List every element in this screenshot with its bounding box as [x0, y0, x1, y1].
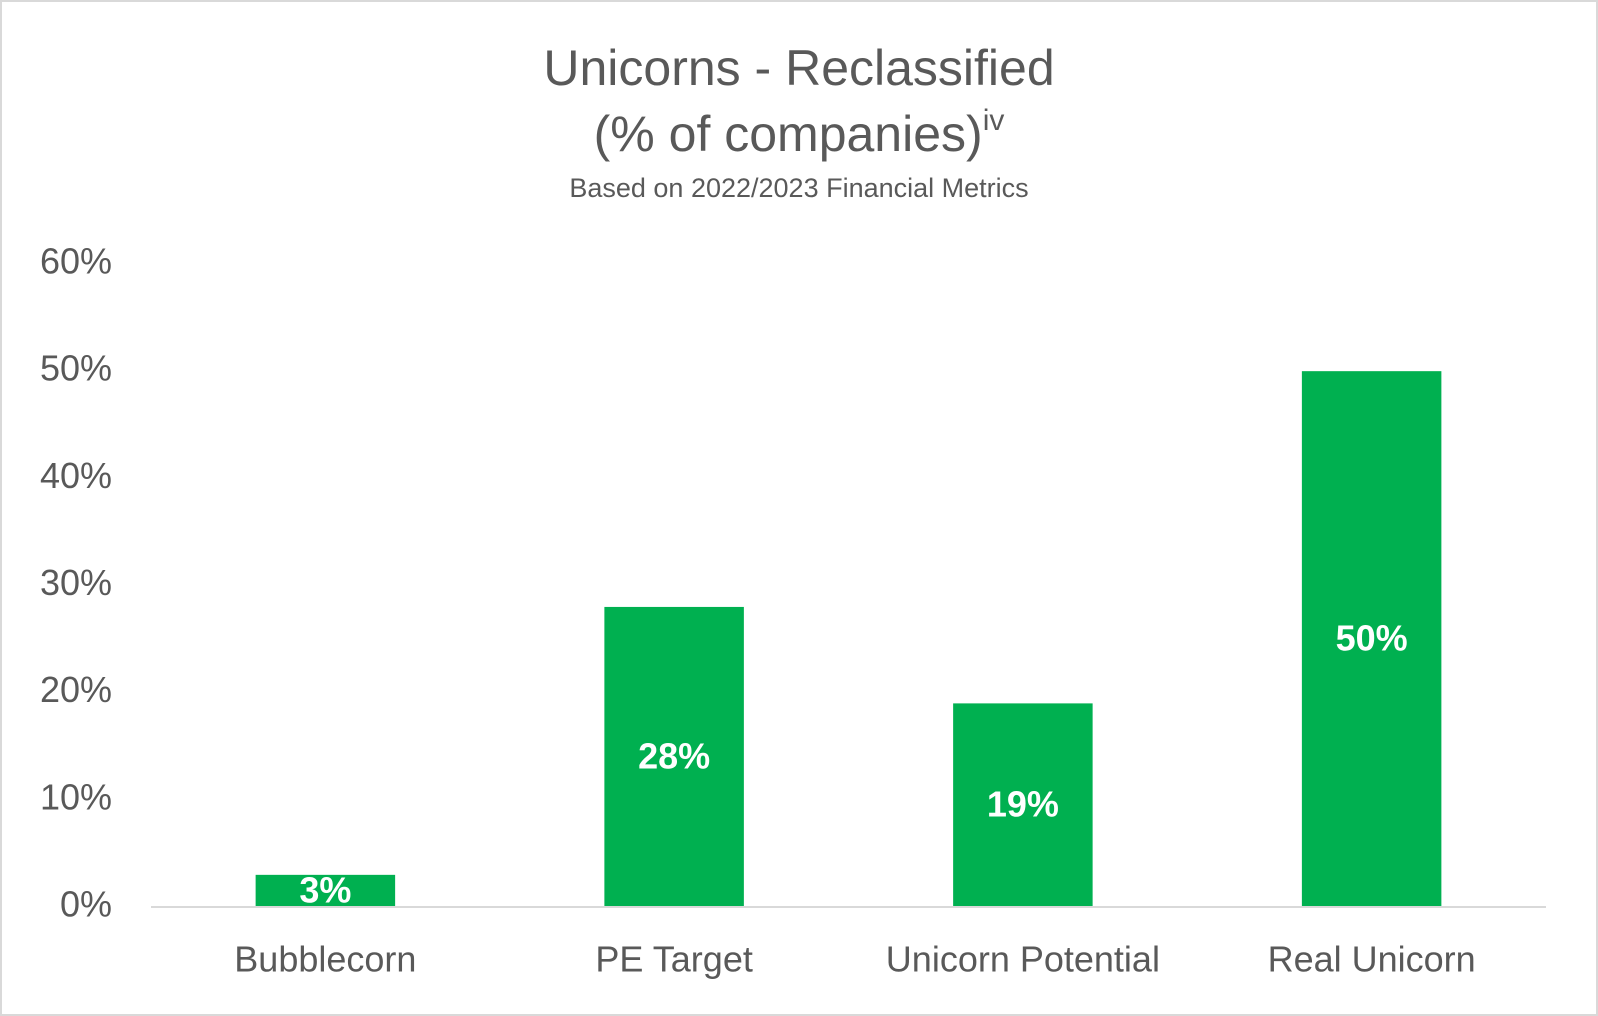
data-label: 3% — [299, 869, 351, 910]
y-tick-label: 0% — [60, 884, 112, 925]
chart-title: (% of companies)iv — [594, 104, 1005, 162]
bar — [604, 606, 744, 907]
chart-title-superscript: iv — [983, 104, 1005, 137]
chart-subtitle: Based on 2022/2023 Financial Metrics — [569, 173, 1028, 203]
chart-title-line: (% of companies) — [594, 106, 983, 162]
bar — [1301, 371, 1442, 908]
bar — [255, 874, 396, 907]
y-tick-label: 10% — [40, 776, 112, 817]
data-label: 28% — [638, 735, 710, 776]
bar — [953, 703, 1093, 907]
x-tick-label: PE Target — [595, 939, 752, 980]
y-tick-label: 40% — [40, 455, 112, 496]
x-tick-label: Bubblecorn — [234, 939, 416, 980]
x-tick-label: Real Unicorn — [1268, 939, 1476, 980]
y-tick-label: 50% — [40, 348, 112, 389]
data-label: 19% — [987, 784, 1059, 825]
y-tick-label: 30% — [40, 562, 112, 603]
x-tick-label: Unicorn Potential — [886, 939, 1160, 980]
y-tick-label: 60% — [40, 241, 112, 282]
data-label: 50% — [1336, 618, 1408, 659]
y-tick-label: 20% — [40, 669, 112, 710]
chart-title: Unicorns - Reclassified — [543, 40, 1054, 96]
